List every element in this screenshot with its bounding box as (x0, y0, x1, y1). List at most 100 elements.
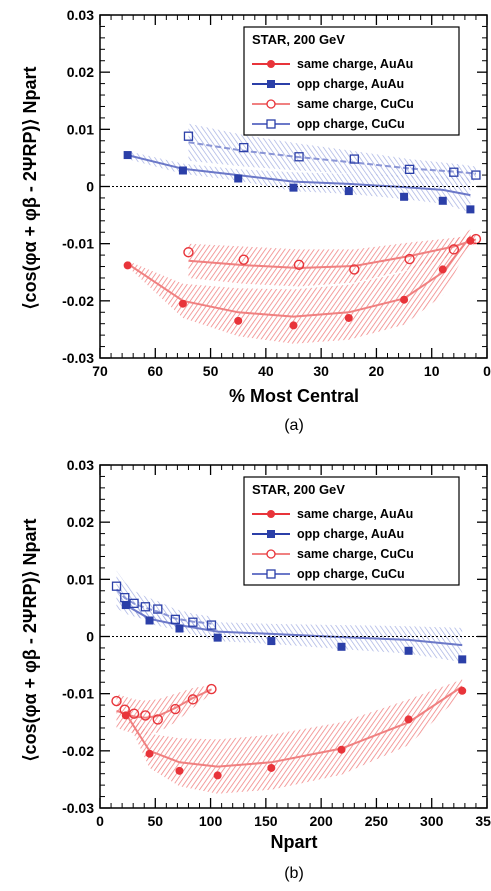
ytick-label: -0.02 (62, 293, 94, 309)
data-point-open-square (404, 164, 415, 175)
data-point-open-circle (152, 714, 163, 725)
xtick-label: 40 (258, 363, 274, 379)
data-point-open-circle (349, 264, 360, 275)
systematic-band (116, 570, 212, 631)
series-line (188, 238, 477, 270)
panel-a-xtick-labels: 70 60 50 40 30 20 10 0 (92, 363, 491, 379)
data-point-filled-circle (123, 261, 132, 270)
data-point-filled-circle (400, 295, 409, 304)
panel-a-caption: (a) (284, 417, 304, 434)
data-point-open-square (111, 581, 122, 591)
data-point-filled-circle (234, 316, 243, 325)
legend-entry: opp charge, CuCu (252, 567, 405, 581)
data-point-filled-square (234, 174, 243, 183)
xtick-label: 10 (424, 363, 440, 379)
legend-marker-open-square (266, 569, 276, 579)
ytick-label: 0.01 (67, 571, 94, 587)
ytick-label: 0.03 (67, 457, 94, 473)
legend-marker-filled-circle (267, 60, 275, 68)
xtick-label: 100 (199, 813, 223, 829)
ytick-label: 0.03 (67, 7, 94, 23)
data-point-open-square (349, 154, 359, 164)
ytick-label: -0.01 (62, 686, 94, 702)
systematic-band (127, 229, 471, 344)
ytick-label: 0.02 (67, 514, 94, 530)
xtick-label: 150 (254, 813, 278, 829)
data-point-filled-circle (213, 771, 222, 780)
data-point-open-square (206, 620, 217, 630)
data-point-open-circle (111, 695, 122, 707)
data-point-filled-circle (337, 745, 346, 754)
panel-a-legend: STAR, 200 GeV same charge, AuAu opp char… (243, 26, 460, 136)
data-point-open-circle (140, 710, 151, 721)
legend-box (243, 476, 460, 586)
panel-b-bands (116, 570, 463, 794)
panel-b-legend: STAR, 200 GeV same charge, AuAu opp char… (243, 476, 460, 586)
xtick-label: 20 (369, 363, 385, 379)
panel-b-ytick-labels: 0.03 0.02 0.01 0 -0.01 -0.02 -0.03 (62, 457, 94, 816)
legend-marker-open-circle (266, 549, 276, 559)
series-line (127, 154, 471, 197)
data-point-open-circle (293, 259, 305, 271)
data-point-filled-square (267, 637, 276, 646)
legend-entry: same charge, CuCu (252, 97, 414, 111)
series-line (127, 235, 472, 318)
ytick-label: -0.02 (62, 743, 94, 759)
ytick-label: 0.01 (67, 121, 94, 137)
data-point-filled-circle (289, 321, 298, 330)
panel-a-y-axis-label: ⟨cos(φα + φβ - 2ΨRP)⟩ Npart (20, 67, 40, 310)
data-point-open-circle (119, 704, 130, 715)
data-point-filled-square (123, 151, 132, 160)
legend-label: opp charge, CuCu (297, 117, 405, 131)
xtick-label: 60 (147, 363, 163, 379)
data-point-filled-square (289, 183, 298, 192)
data-point-filled-square (438, 196, 447, 205)
data-point-filled-circle (145, 749, 154, 758)
xtick-label: 300 (420, 813, 444, 829)
xtick-label: 350 (475, 813, 491, 829)
data-point-filled-circle (267, 763, 276, 772)
data-point-filled-circle (458, 686, 467, 695)
data-point-open-square (294, 152, 304, 162)
series-line (115, 588, 212, 625)
data-point-open-square (183, 131, 194, 141)
data-point-filled-square (213, 633, 222, 642)
data-point-open-circle (187, 694, 199, 705)
ytick-label: 0 (86, 629, 94, 645)
panel-a-x-axis-label: % Most Central (229, 386, 359, 406)
data-point-open-square (449, 167, 459, 177)
legend-label: same charge, AuAu (297, 57, 413, 71)
legend-entry: same charge, AuAu (252, 57, 413, 71)
panel-b-caption: (b) (284, 865, 304, 882)
legend-entry: same charge, AuAu (252, 507, 413, 521)
data-point-filled-circle (178, 299, 187, 308)
data-point-filled-square (337, 642, 346, 651)
legend-label: opp charge, AuAu (297, 527, 404, 541)
data-point-open-square (471, 170, 481, 180)
data-point-open-square (129, 598, 139, 608)
series-line (124, 685, 463, 768)
panel-b-x-axis-label: Npart (270, 832, 317, 852)
legend-marker-filled-circle (267, 510, 275, 518)
legend-label: same charge, CuCu (297, 547, 414, 561)
data-point-filled-circle (466, 236, 475, 245)
legend-label: opp charge, CuCu (297, 567, 405, 581)
ytick-label: -0.01 (62, 236, 94, 252)
legend-label: same charge, AuAu (297, 507, 413, 521)
data-point-filled-circle (175, 766, 184, 775)
legend-marker-filled-square (267, 530, 275, 538)
data-point-filled-square (466, 205, 475, 214)
systematic-band (125, 601, 463, 663)
legend-entry: opp charge, AuAu (252, 527, 404, 541)
series-line (125, 604, 463, 647)
xtick-label: 50 (203, 363, 219, 379)
systematic-band (188, 123, 476, 181)
systematic-band (188, 235, 476, 287)
data-point-open-circle (183, 247, 194, 258)
legend-title: STAR, 200 GeV (252, 482, 345, 497)
data-point-open-circle (448, 244, 460, 255)
xtick-label: 50 (147, 813, 163, 829)
panel-b-ticks (99, 464, 488, 809)
panel-a-ytick-labels: 0.03 0.02 0.01 0 -0.01 -0.02 -0.03 (62, 7, 94, 366)
